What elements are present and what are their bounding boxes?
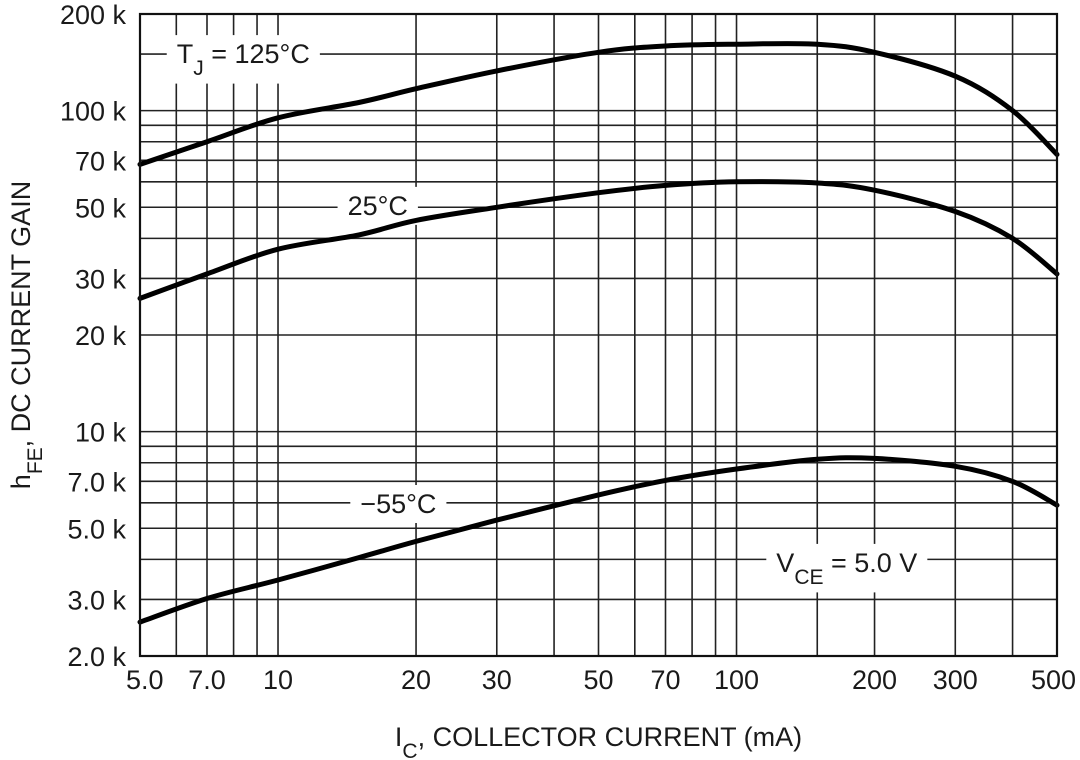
curve-label: TJ = 125°C bbox=[177, 39, 310, 79]
y-tick-label: 30 k bbox=[75, 264, 127, 294]
vce-annotation-background bbox=[766, 543, 928, 593]
x-tick-label: 30 bbox=[482, 665, 512, 695]
y-tick-label: 7.0 k bbox=[67, 467, 126, 497]
gain-curve bbox=[137, 455, 1060, 625]
y-tick-label: 50 k bbox=[75, 193, 127, 223]
y-tick-label: 100 k bbox=[60, 97, 127, 127]
x-tick-label: 100 bbox=[714, 665, 759, 695]
y-tick-label: 70 k bbox=[75, 146, 127, 176]
plot-frame bbox=[138, 12, 1059, 658]
x-tick-label: 5.0 bbox=[126, 665, 164, 695]
x-tick-label: 500 bbox=[1031, 665, 1076, 695]
x-tick-label: 300 bbox=[933, 665, 978, 695]
curve-label-background bbox=[337, 186, 418, 225]
x-tick-label: 200 bbox=[852, 665, 897, 695]
x-tick-label: 7.0 bbox=[188, 665, 226, 695]
y-tick-label: 10 k bbox=[75, 418, 127, 448]
y-tick-label: 5.0 k bbox=[67, 514, 126, 544]
y-tick-label: 200 k bbox=[60, 0, 127, 30]
tick-labels: 5.0 7.0 10 20 30 50 70 100 200 300 500 2.0 k 3.0 k 5.… bbox=[60, 0, 1076, 695]
grid-layer bbox=[140, 14, 1057, 656]
y-tick-label: 20 k bbox=[75, 321, 127, 351]
curve-layer bbox=[137, 41, 1060, 625]
x-tick-label: 10 bbox=[263, 665, 293, 695]
gain-curve bbox=[137, 179, 1060, 301]
y-tick-label: 2.0 k bbox=[67, 642, 126, 672]
curve-label: 25°C bbox=[348, 191, 408, 221]
y-tick-label: 3.0 k bbox=[67, 585, 126, 615]
gain-curve bbox=[137, 41, 1060, 167]
y-axis-title: hFE, DC CURRENT GAIN bbox=[6, 181, 47, 489]
vce-annotation: VCE = 5.0 V bbox=[776, 548, 917, 589]
label-backgrounds bbox=[166, 35, 928, 593]
curve-label-background bbox=[166, 35, 320, 84]
x-tick-label: 20 bbox=[401, 665, 431, 695]
x-tick-label: 50 bbox=[583, 665, 613, 695]
curve-labels: TJ = 125°C 25°C −55°C bbox=[177, 39, 437, 519]
x-axis-title: IC, COLLECTOR CURRENT (mA) bbox=[395, 722, 802, 760]
curve-label: −55°C bbox=[360, 489, 436, 519]
x-tick-label: 70 bbox=[650, 665, 680, 695]
curve-label-background bbox=[350, 485, 447, 524]
